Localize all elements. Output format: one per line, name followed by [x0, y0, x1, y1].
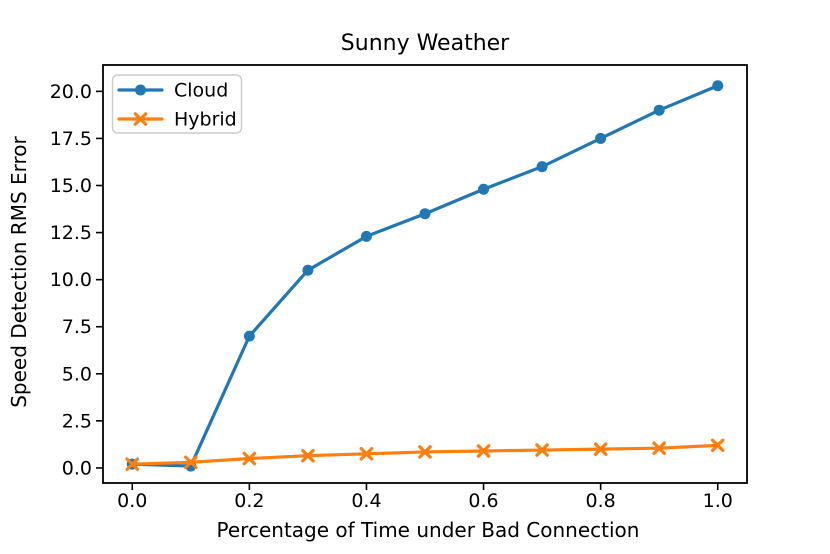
data-point-cloud-7 — [536, 161, 548, 173]
data-point-hybrid-1 — [184, 455, 198, 470]
series-cloud — [126, 80, 724, 472]
legend-label-hybrid: Hybrid — [174, 109, 237, 131]
data-point-cloud-2 — [243, 330, 255, 342]
y-tick-label: 17.5 — [50, 128, 92, 150]
x-tick-label: 0.4 — [351, 490, 381, 512]
x-axis-label: Percentage of Time under Bad Connection — [217, 518, 640, 542]
data-point-hybrid-10 — [710, 438, 725, 453]
series-line-cloud — [130, 84, 720, 468]
y-tick-label: 2.5 — [62, 410, 92, 432]
y-tick-label: 10.0 — [50, 269, 92, 291]
x-tick-label: 1.0 — [703, 490, 733, 512]
chart-title: Sunny Weather — [341, 31, 510, 56]
legend-samples — [117, 84, 164, 126]
data-point-hybrid-2 — [242, 451, 257, 466]
series-line-hybrid — [130, 443, 720, 466]
x-tick-label: 0.2 — [234, 490, 264, 512]
data-point-hybrid-4 — [359, 447, 374, 461]
x-tick-label: 0.8 — [586, 490, 616, 512]
data-point-cloud-3 — [302, 264, 314, 276]
y-tick-label: 15.0 — [50, 175, 92, 197]
data-point-hybrid-8 — [593, 442, 608, 456]
data-point-hybrid-0 — [125, 457, 140, 471]
y-tick-label: 12.5 — [50, 222, 92, 244]
data-point-hybrid-5 — [418, 445, 432, 459]
y-tick-label: 5.0 — [62, 363, 92, 385]
data-point-hybrid-9 — [652, 441, 666, 455]
legend-marker-hybrid — [133, 112, 148, 126]
series-hybrid — [125, 438, 725, 471]
legend: Cloud Hybrid — [111, 74, 243, 134]
data-point-cloud-5 — [419, 208, 431, 220]
y-axis-label: Speed Detection RMS Error — [7, 135, 31, 407]
y-tick-label: 20.0 — [50, 81, 92, 103]
plot-spines — [102, 64, 748, 484]
data-point-cloud-6 — [478, 183, 490, 195]
data-point-cloud-10 — [712, 80, 724, 92]
series-layer — [125, 80, 725, 472]
legend-label-cloud: Cloud — [174, 80, 228, 102]
data-point-cloud-8 — [595, 132, 607, 144]
legend-marker-cloud — [135, 84, 146, 96]
data-point-hybrid-6 — [476, 444, 491, 458]
data-point-hybrid-7 — [535, 443, 549, 457]
x-tick-label: 0.6 — [468, 490, 498, 512]
x-tick-label: 0.0 — [117, 490, 147, 512]
axis-layer: 0.0 0.2 0.4 0.6 0.8 1.0 0.0 2.5 5.0 7.5 10.0 12.5 15… — [50, 81, 733, 512]
y-tick-label: 0.0 — [62, 457, 92, 479]
data-point-hybrid-3 — [301, 448, 315, 463]
y-tick-label: 7.5 — [62, 316, 92, 338]
data-point-cloud-9 — [653, 104, 665, 116]
data-point-cloud-4 — [360, 230, 372, 242]
